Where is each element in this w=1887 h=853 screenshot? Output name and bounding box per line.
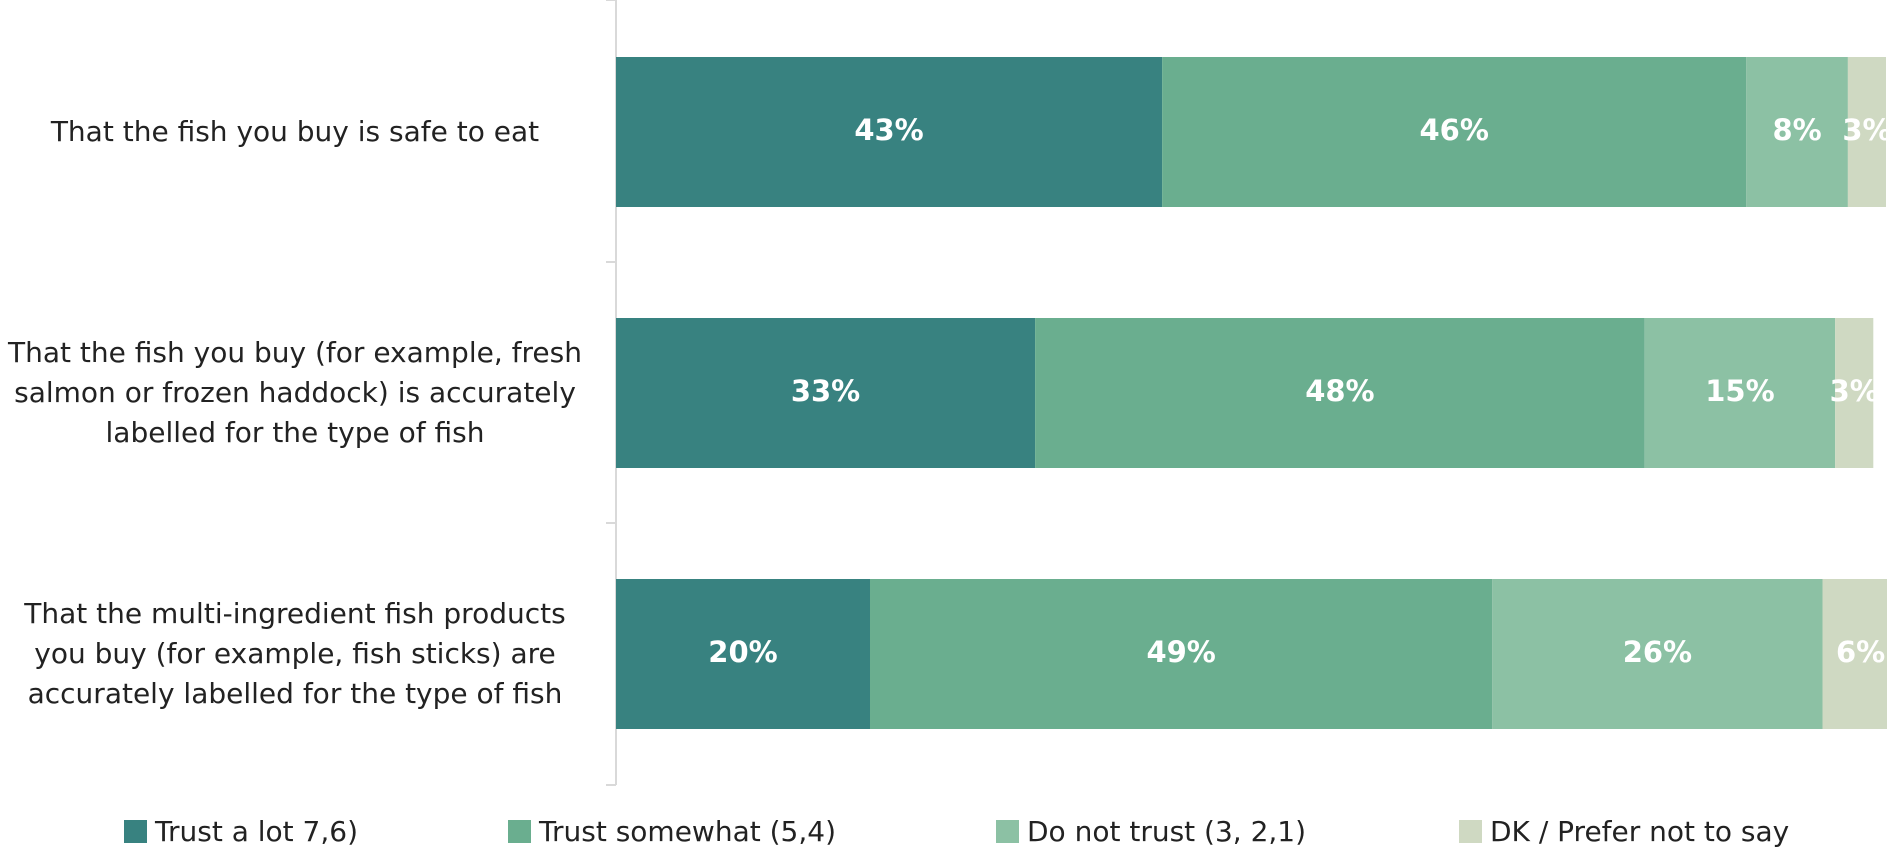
data-label: 33% [791,374,860,408]
bar-segment [1746,57,1848,207]
data-label: 49% [1146,635,1215,669]
data-label: 46% [1419,113,1488,147]
data-label: 3% [1842,113,1887,147]
legend-swatch [996,820,1019,843]
legend-label: Do not trust (3, 2,1) [1027,815,1307,848]
data-label: 43% [854,113,923,147]
bar-segment [1162,57,1747,207]
bar-segment [1035,318,1645,468]
data-label: 20% [708,635,777,669]
category-label: That the fish you buy (for example, fres… [8,336,582,449]
bar-segment [616,579,870,729]
data-label: 26% [1623,635,1692,669]
bar-segment [870,579,1493,729]
legend-item: Trust a lot 7,6) [124,815,358,848]
legend-label: Trust a lot 7,6) [155,815,359,848]
bar-segment [616,318,1036,468]
data-label: 48% [1305,374,1374,408]
category-label: That the fish you buy is safe to eat [50,115,540,148]
legend-item: DK / Prefer not to say [1459,815,1789,848]
bar-segment [1847,57,1886,207]
legend-swatch [1459,820,1482,843]
category-label: That the multi-ingredient fish products … [24,597,566,710]
legend-label: DK / Prefer not to say [1490,815,1790,848]
legend-swatch [124,820,147,843]
legend-label: Trust somewhat (5,4) [539,815,836,848]
bar-segment [1492,579,1823,729]
bar-segment [1835,318,1874,468]
data-label: 3% [1830,374,1879,408]
data-label: 8% [1772,113,1821,147]
data-label: 6% [1836,635,1885,669]
legend-item: Trust somewhat (5,4) [508,815,836,848]
bar-segment [1822,579,1887,729]
legend: Trust a lot 7,6) Trust somewhat (5,4) Do n… [0,815,1887,853]
bar-segment [1644,318,1836,468]
legend-item: Do not trust (3, 2,1) [996,815,1306,848]
legend-swatch [508,820,531,843]
data-label: 15% [1705,374,1774,408]
bar-segment [616,57,1163,207]
